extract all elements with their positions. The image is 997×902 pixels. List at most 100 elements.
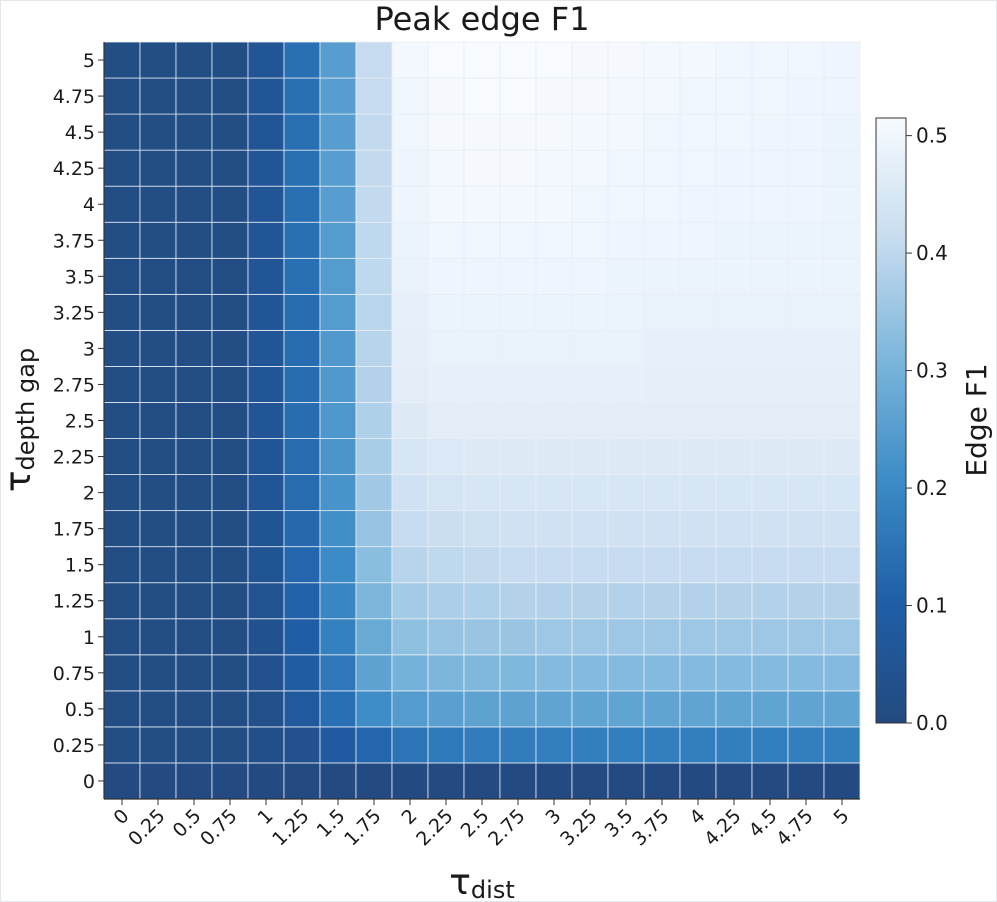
heatmap-cell bbox=[355, 366, 393, 403]
heatmap-cell bbox=[103, 185, 141, 223]
heatmap-cell bbox=[499, 618, 537, 656]
colorbar-tick-label: 0.1 bbox=[916, 594, 948, 618]
heatmap-cell bbox=[283, 762, 321, 800]
heatmap-cell bbox=[823, 366, 861, 403]
heatmap-cell bbox=[823, 149, 861, 187]
heatmap-cell bbox=[391, 474, 429, 512]
heatmap-cell bbox=[499, 293, 537, 331]
heatmap-cell bbox=[427, 762, 465, 800]
heatmap-cell bbox=[751, 762, 789, 800]
heatmap-cell bbox=[319, 149, 357, 187]
heatmap-cell bbox=[391, 185, 429, 223]
heatmap-cell bbox=[463, 366, 501, 403]
heatmap-cell bbox=[355, 77, 393, 115]
heatmap-cell bbox=[103, 654, 141, 692]
heatmap-cell bbox=[643, 726, 681, 764]
heatmap-cell bbox=[715, 329, 753, 367]
heatmap-cell bbox=[211, 221, 249, 259]
heatmap-cell bbox=[643, 690, 681, 728]
heatmap-cell bbox=[247, 618, 285, 656]
heatmap-cell bbox=[427, 726, 465, 764]
heatmap-cell bbox=[175, 726, 213, 764]
heatmap-cell bbox=[211, 618, 249, 656]
heatmap-cell bbox=[643, 257, 681, 295]
heatmap-cell bbox=[319, 726, 357, 764]
heatmap-cell bbox=[823, 402, 861, 439]
heatmap-cell bbox=[283, 546, 321, 584]
heatmap-cell bbox=[139, 257, 177, 295]
heatmap-cell bbox=[247, 762, 285, 800]
heatmap-cell bbox=[391, 113, 429, 151]
colorbar-label: Edge F1 bbox=[960, 363, 993, 476]
heatmap-cell bbox=[751, 113, 789, 151]
heatmap-cell bbox=[355, 185, 393, 223]
heatmap-cell bbox=[535, 762, 573, 800]
heatmap-cell bbox=[427, 546, 465, 584]
heatmap-cell bbox=[607, 41, 645, 79]
heatmap-cell bbox=[175, 41, 213, 79]
heatmap-cell bbox=[139, 438, 177, 475]
heatmap-cell bbox=[283, 618, 321, 656]
heatmap-cell bbox=[283, 257, 321, 295]
heatmap-cell bbox=[103, 690, 141, 728]
heatmap-cell bbox=[823, 546, 861, 584]
heatmap-cell bbox=[319, 366, 357, 403]
heatmap-cell bbox=[535, 474, 573, 512]
heatmap-cell bbox=[679, 221, 717, 259]
heatmap-cell bbox=[499, 221, 537, 259]
heatmap-cell bbox=[355, 149, 393, 187]
heatmap-cell bbox=[463, 77, 501, 115]
heatmap-cell bbox=[499, 366, 537, 403]
heatmap-cell bbox=[823, 257, 861, 295]
heatmap-cell bbox=[787, 402, 825, 439]
heatmap-cell bbox=[139, 582, 177, 620]
heatmap-cell bbox=[391, 438, 429, 475]
heatmap-cell bbox=[679, 293, 717, 331]
heatmap-cell bbox=[679, 582, 717, 620]
x-axis-label-main: τ bbox=[449, 862, 471, 902]
heatmap-cell bbox=[175, 113, 213, 151]
heatmap-cell bbox=[139, 185, 177, 223]
heatmap-cell bbox=[211, 726, 249, 764]
heatmap-cell bbox=[391, 293, 429, 331]
heatmap-cell bbox=[607, 402, 645, 439]
heatmap-cell bbox=[247, 185, 285, 223]
heatmap-cell bbox=[571, 257, 609, 295]
heatmap-cell bbox=[463, 149, 501, 187]
heatmap-cell bbox=[607, 221, 645, 259]
heatmap-cell bbox=[463, 618, 501, 656]
heatmap-cell bbox=[499, 654, 537, 692]
heatmap-cell bbox=[355, 690, 393, 728]
heatmap-cell bbox=[283, 185, 321, 223]
heatmap-cell bbox=[787, 221, 825, 259]
heatmap-cell bbox=[679, 329, 717, 367]
colorbar-tick-label: 0.5 bbox=[916, 124, 948, 148]
heatmap-cell bbox=[103, 221, 141, 259]
heatmap-cell bbox=[319, 293, 357, 331]
heatmap-cell bbox=[319, 257, 357, 295]
heatmap-cell bbox=[283, 582, 321, 620]
heatmap-cell bbox=[787, 582, 825, 620]
heatmap-cell bbox=[319, 654, 357, 692]
heatmap-cell bbox=[643, 618, 681, 656]
heatmap-cell bbox=[427, 582, 465, 620]
heatmap-cell bbox=[535, 510, 573, 548]
heatmap-cell bbox=[787, 257, 825, 295]
colorbar: 0.0 0.1 0.2 0.3 0.4 0.5 bbox=[875, 117, 948, 735]
heatmap-cell bbox=[643, 582, 681, 620]
heatmap-cell bbox=[355, 726, 393, 764]
heatmap-cell bbox=[427, 329, 465, 367]
heatmap-cell bbox=[751, 329, 789, 367]
heatmap-cell bbox=[643, 41, 681, 79]
y-tick-label: 1 bbox=[83, 627, 95, 649]
heatmap-cell bbox=[751, 366, 789, 403]
y-tick-label: 0.5 bbox=[65, 699, 95, 721]
heatmap-cell bbox=[751, 582, 789, 620]
heatmap-cell bbox=[319, 582, 357, 620]
heatmap-cell bbox=[463, 474, 501, 512]
heatmap-cell bbox=[607, 582, 645, 620]
heatmap-cell bbox=[499, 257, 537, 295]
heatmap-cell bbox=[103, 257, 141, 295]
heatmap-cell bbox=[571, 366, 609, 403]
